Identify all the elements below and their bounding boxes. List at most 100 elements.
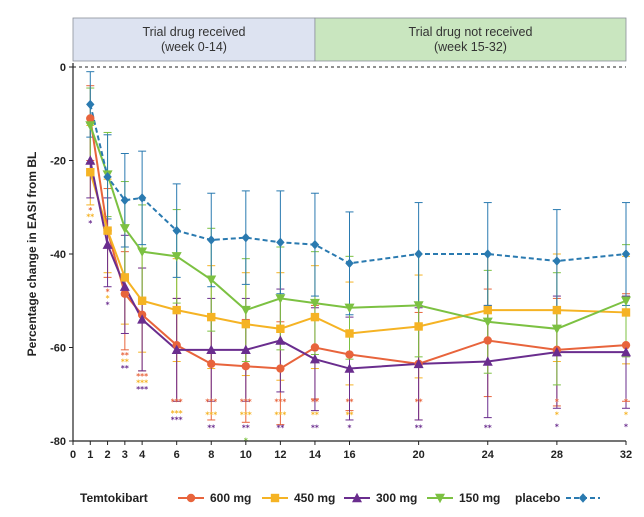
- x-tick-label: 28: [551, 449, 563, 461]
- data-point-450-mg: [414, 322, 423, 331]
- data-point-300-mg: [551, 346, 562, 357]
- y-tick-label: -80: [50, 436, 66, 448]
- x-tick-label: 20: [413, 449, 425, 461]
- data-point-150-mg: [171, 252, 182, 262]
- legend-title: Temtokibart: [80, 491, 148, 505]
- significance-600-mg: **: [121, 351, 129, 360]
- data-point-450-mg: [310, 312, 320, 322]
- period-band-label-2: Trial drug not received: [409, 25, 533, 39]
- significance-300-mg: **: [276, 424, 284, 433]
- data-point-placebo: [120, 195, 130, 205]
- series-lines: [89, 104, 627, 370]
- data-point-300-mg: [482, 356, 493, 366]
- x-tick-label: 14: [309, 449, 322, 461]
- data-point-450-mg: [552, 305, 562, 315]
- x-tick-label: 12: [274, 449, 286, 461]
- series-line-150-mg: [89, 125, 627, 330]
- data-point-300-mg: [171, 344, 182, 355]
- significance-450-mg: **: [121, 357, 129, 366]
- data-point-150-mg: [275, 294, 286, 304]
- x-tick-label: 32: [620, 449, 632, 461]
- x-tick-label: 6: [174, 449, 180, 461]
- significance-600-mg: ***: [136, 372, 148, 381]
- legend-label-300-mg: 300 mg: [376, 491, 417, 505]
- significance-600-mg: *: [88, 206, 92, 215]
- data-point-300-mg: [413, 358, 424, 369]
- error-bars: [86, 71, 630, 426]
- data-point-150-mg: [551, 324, 562, 334]
- significance-600-mg: ***: [205, 398, 217, 407]
- x-tick-label: 2: [105, 449, 111, 461]
- significance-450-mg: **: [346, 411, 354, 420]
- period-bands: Trial drug received(week 0-14) Trial drug…: [72, 17, 627, 62]
- significance-600-mg: **: [311, 398, 319, 407]
- x-tick-label: 8: [208, 449, 214, 461]
- data-point-450-mg: [483, 305, 492, 315]
- data-point-300-mg: [85, 155, 96, 165]
- data-point-placebo: [276, 237, 285, 248]
- data-point-300-mg: [344, 363, 355, 373]
- significance-450-mg: ***: [274, 411, 286, 420]
- data-point-300-mg: [309, 353, 320, 364]
- data-point-600-mg: [86, 114, 95, 123]
- data-point-150-mg: [137, 247, 148, 257]
- data-point-300-mg: [119, 281, 130, 291]
- period-band-1: [72, 17, 316, 62]
- series-line-450-mg: [89, 171, 627, 335]
- data-point-300-mg: [275, 335, 286, 345]
- significance-300-mg: **: [207, 424, 215, 433]
- significance-600-mg: ***: [274, 398, 286, 407]
- data-point-placebo: [310, 239, 320, 250]
- x-tick-label: 24: [482, 449, 495, 461]
- significance-450-mg: *: [555, 411, 559, 420]
- data-point-placebo: [172, 225, 181, 236]
- data-point-600-mg: [483, 336, 492, 345]
- significance-markers: ********** *** *** *** ** ** ** * ************ **…: [86, 206, 628, 446]
- data-point-450-mg: [137, 296, 147, 305]
- data-point-450-mg: [241, 319, 251, 329]
- data-point-150-mg: [344, 303, 355, 313]
- data-point-300-mg: [240, 344, 251, 355]
- data-point-placebo: [414, 249, 423, 259]
- data-point-placebo: [241, 232, 251, 243]
- series-line-300-mg: [89, 160, 626, 370]
- data-point-placebo: [103, 172, 112, 182]
- data-point-150-mg: [119, 224, 130, 234]
- data-point-600-mg: [310, 343, 320, 352]
- significance-450-mg: *: [624, 411, 628, 420]
- significance-300-mg: *: [106, 301, 110, 310]
- legend-marker-450-mg: [270, 493, 280, 503]
- legend-label-600-mg: 600 mg: [210, 491, 251, 505]
- significance-450-mg: **: [86, 212, 94, 221]
- significance-600-mg: ***: [171, 398, 183, 407]
- legend-marker-600-mg: [186, 493, 196, 503]
- period-band-sublabel-1: (week 0-14): [161, 40, 227, 54]
- data-point-600-mg: [120, 289, 130, 298]
- data-point-600-mg: [276, 364, 285, 373]
- data-point-450-mg: [120, 273, 130, 282]
- x-tick-label: 10: [240, 449, 252, 461]
- data-point-150-mg: [309, 298, 320, 309]
- significance-450-mg: ***: [240, 411, 252, 420]
- legend-marker-300-mg: [352, 492, 362, 503]
- y-tick-label: -20: [50, 156, 66, 168]
- significance-600-mg: *: [555, 398, 559, 407]
- data-point-placebo: [552, 256, 562, 266]
- axes: 0-20-40-60-800 1 2 3 4 6 8 10 12 14 16 20 24 28 32Perc…: [25, 62, 632, 461]
- data-point-300-mg: [137, 314, 148, 324]
- series-line-placebo: [89, 104, 627, 265]
- data-point-600-mg: [241, 362, 251, 371]
- significance-600-mg: *: [624, 398, 628, 407]
- period-band-label-1: Trial drug received: [142, 25, 245, 39]
- data-point-450-mg: [276, 324, 285, 333]
- series-markers: [85, 99, 631, 373]
- data-point-300-mg: [621, 346, 631, 357]
- data-point-300-mg: [206, 344, 217, 355]
- data-point-placebo: [137, 193, 147, 203]
- significance-600-mg: **: [415, 398, 423, 407]
- significance-300-mg: **: [242, 424, 250, 433]
- significance-300-mg: **: [484, 424, 492, 433]
- significance-450-mg: **: [311, 411, 319, 420]
- data-point-450-mg: [345, 329, 354, 338]
